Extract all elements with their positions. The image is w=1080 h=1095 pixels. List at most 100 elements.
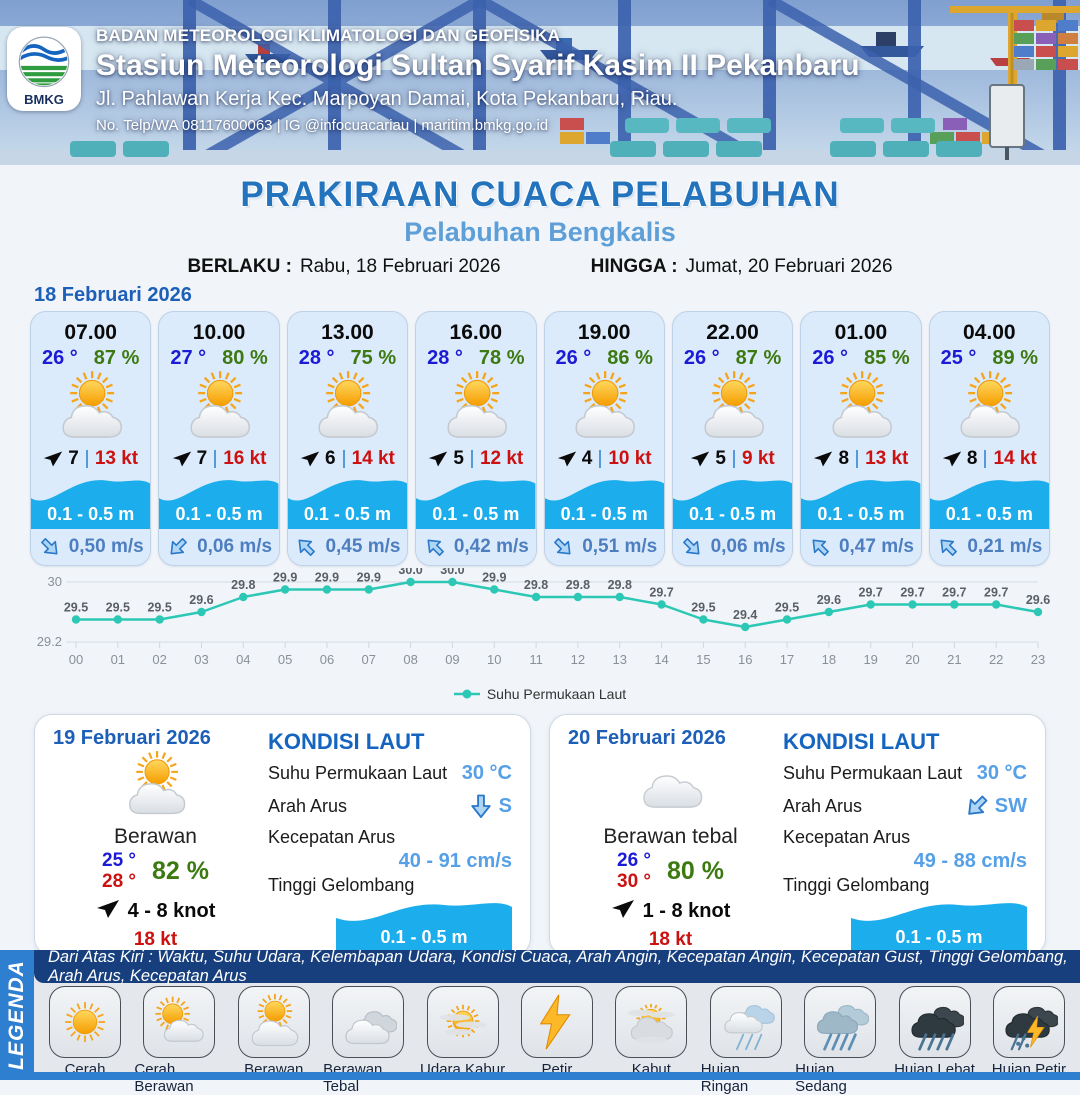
bmkg-logo-text: BMKG <box>24 92 64 108</box>
current-direction-icon <box>931 530 965 564</box>
validity-row: BERLAKU : Rabu, 18 Februari 2026 HINGGA :… <box>0 256 1080 278</box>
svg-text:09: 09 <box>445 652 459 667</box>
wind-direction-icon <box>942 449 962 469</box>
separator <box>856 449 859 468</box>
hourly-forecast-card: 07.00 26 ° 87 % 7 13 kt 0.1 - 0.5 m 0,50 <box>30 311 152 566</box>
air-temperature: 25 ° <box>940 347 977 369</box>
legend-item: Berawan <box>229 986 319 1095</box>
wind-direction-icon <box>172 449 192 469</box>
wind-row: 7 16 kt <box>159 444 278 473</box>
min-temperature: 25 ° <box>102 850 137 871</box>
legend-weather-icon <box>426 986 499 1058</box>
air-temperature: 28 ° <box>427 347 463 369</box>
hingga-value: Jumat, 20 Februari 2026 <box>685 256 893 277</box>
day-date: 20 Februari 2026 <box>568 727 726 749</box>
sst-value: 30 °C <box>461 762 512 784</box>
sst-value: 30 °C <box>976 762 1027 784</box>
svg-text:29.8: 29.8 <box>231 578 255 592</box>
wave-graphic <box>416 480 536 530</box>
svg-text:29.7: 29.7 <box>984 586 1008 600</box>
sst-chart-section: 30 29.2 00 01 02 03 04 05 06 07 08 09 10 11 12 13 14 15 16… <box>30 568 1050 702</box>
legend-weather-icon <box>520 986 593 1058</box>
current-direction-icon <box>957 786 997 826</box>
humidity-value: 87 % <box>735 347 782 369</box>
gust-speed: 18 kt <box>133 928 178 950</box>
wind-speed: 5 <box>453 447 464 469</box>
wind-direction-icon <box>43 449 63 469</box>
current-speed-value: 40 - 91 cm/s <box>398 850 512 872</box>
svg-text:29.7: 29.7 <box>900 586 924 600</box>
humidity-value: 80 % <box>667 857 724 886</box>
humidity-value: 86 % <box>607 347 653 369</box>
max-temperature: 28 ° <box>102 870 137 892</box>
svg-text:11: 11 <box>529 652 543 667</box>
wind-speed: 8 <box>838 447 850 469</box>
wave-height-value: 0.1 - 0.5 m <box>945 504 1033 525</box>
weather-condition-icon <box>288 370 407 444</box>
wind-range: 1 - 8 knot <box>642 899 731 922</box>
svg-text:29.7: 29.7 <box>859 586 883 600</box>
separator <box>599 449 602 468</box>
legend-item: Kabut <box>606 986 696 1095</box>
current-row: 0,45 m/s <box>287 529 408 565</box>
svg-text:15: 15 <box>696 652 710 667</box>
gust-speed: 12 kt <box>479 447 524 469</box>
wave-height-label: Tinggi Gelombang <box>268 875 415 895</box>
wind-row: 8 13 kt <box>801 444 920 473</box>
current-direction-icon <box>675 530 709 564</box>
humidity-value: 78 % <box>478 347 525 369</box>
svg-text:23: 23 <box>1031 652 1045 667</box>
svg-text:12: 12 <box>571 652 585 667</box>
sst-line-chart: 30 29.2 00 01 02 03 04 05 06 07 08 09 10 11 12 13 14 15 16… <box>37 568 1050 667</box>
current-speed: 0,50 m/s <box>68 536 144 558</box>
wave-graphic <box>31 480 151 530</box>
wind-speed: 8 <box>966 447 978 469</box>
weather-condition-icon <box>801 370 920 444</box>
legend-item: Udara Kabur <box>418 986 508 1095</box>
svg-text:29.6: 29.6 <box>817 593 841 607</box>
air-temperature: 26 ° <box>683 347 720 369</box>
condition-label: Berawan <box>114 825 197 848</box>
legend-item: Petir <box>512 986 602 1095</box>
wind-speed: 7 <box>196 447 208 469</box>
wave-height-value: 0.1 - 0.5 m <box>560 504 648 525</box>
wave-graphic <box>159 480 279 530</box>
svg-text:13: 13 <box>613 652 627 667</box>
current-direction-value: S <box>498 794 512 817</box>
sea-condition-heading: KONDISI LAUT <box>783 729 940 754</box>
port-illustration <box>0 0 1080 165</box>
air-temperature: 27 ° <box>170 347 207 369</box>
svg-text:07: 07 <box>362 652 376 667</box>
hourly-forecast-card: 16.00 28 ° 78 % 5 12 kt 0.1 - 0.5 m 0,42 <box>415 311 537 566</box>
wave-height-band: 0.1 - 0.5 m <box>851 898 1027 954</box>
svg-text:29.8: 29.8 <box>524 578 548 592</box>
gust-speed: 14 kt <box>993 447 1037 469</box>
wave-height-value: 0.1 - 0.5 m <box>817 504 905 525</box>
current-speed: 0,47 m/s <box>838 536 914 558</box>
wind-speed: 7 <box>68 447 79 469</box>
svg-text:06: 06 <box>320 652 334 667</box>
condition-label: Berawan tebal <box>603 825 738 848</box>
gust-speed: 13 kt <box>865 447 909 469</box>
wave-graphic <box>544 480 664 530</box>
current-row: 0,51 m/s <box>544 529 664 565</box>
svg-text:30: 30 <box>48 574 62 589</box>
wind-direction-icon <box>690 449 710 469</box>
svg-text:29.7: 29.7 <box>942 586 966 600</box>
legend-weather-icon <box>615 986 688 1058</box>
legend-title-strip: LEGENDA <box>0 950 34 1080</box>
wave-graphic <box>801 480 921 530</box>
chart-legend: Suhu Permukaan Laut <box>30 686 1050 702</box>
hourly-forecast-card: 01.00 26 ° 85 % 8 13 kt 0.1 - 0.5 m 0,47 <box>800 311 922 566</box>
current-direction-icon <box>418 530 452 564</box>
current-direction-icon <box>161 530 195 564</box>
separator <box>470 449 473 468</box>
svg-text:10: 10 <box>487 652 501 667</box>
hourly-date: 18 Februari 2026 <box>34 284 192 306</box>
wave-graphic <box>287 480 408 530</box>
svg-text:00: 00 <box>69 652 83 667</box>
svg-text:29.5: 29.5 <box>64 601 88 615</box>
air-temperature: 26 ° <box>42 347 78 369</box>
wave-graphic <box>336 903 512 954</box>
weather-condition-icon <box>930 370 1049 444</box>
